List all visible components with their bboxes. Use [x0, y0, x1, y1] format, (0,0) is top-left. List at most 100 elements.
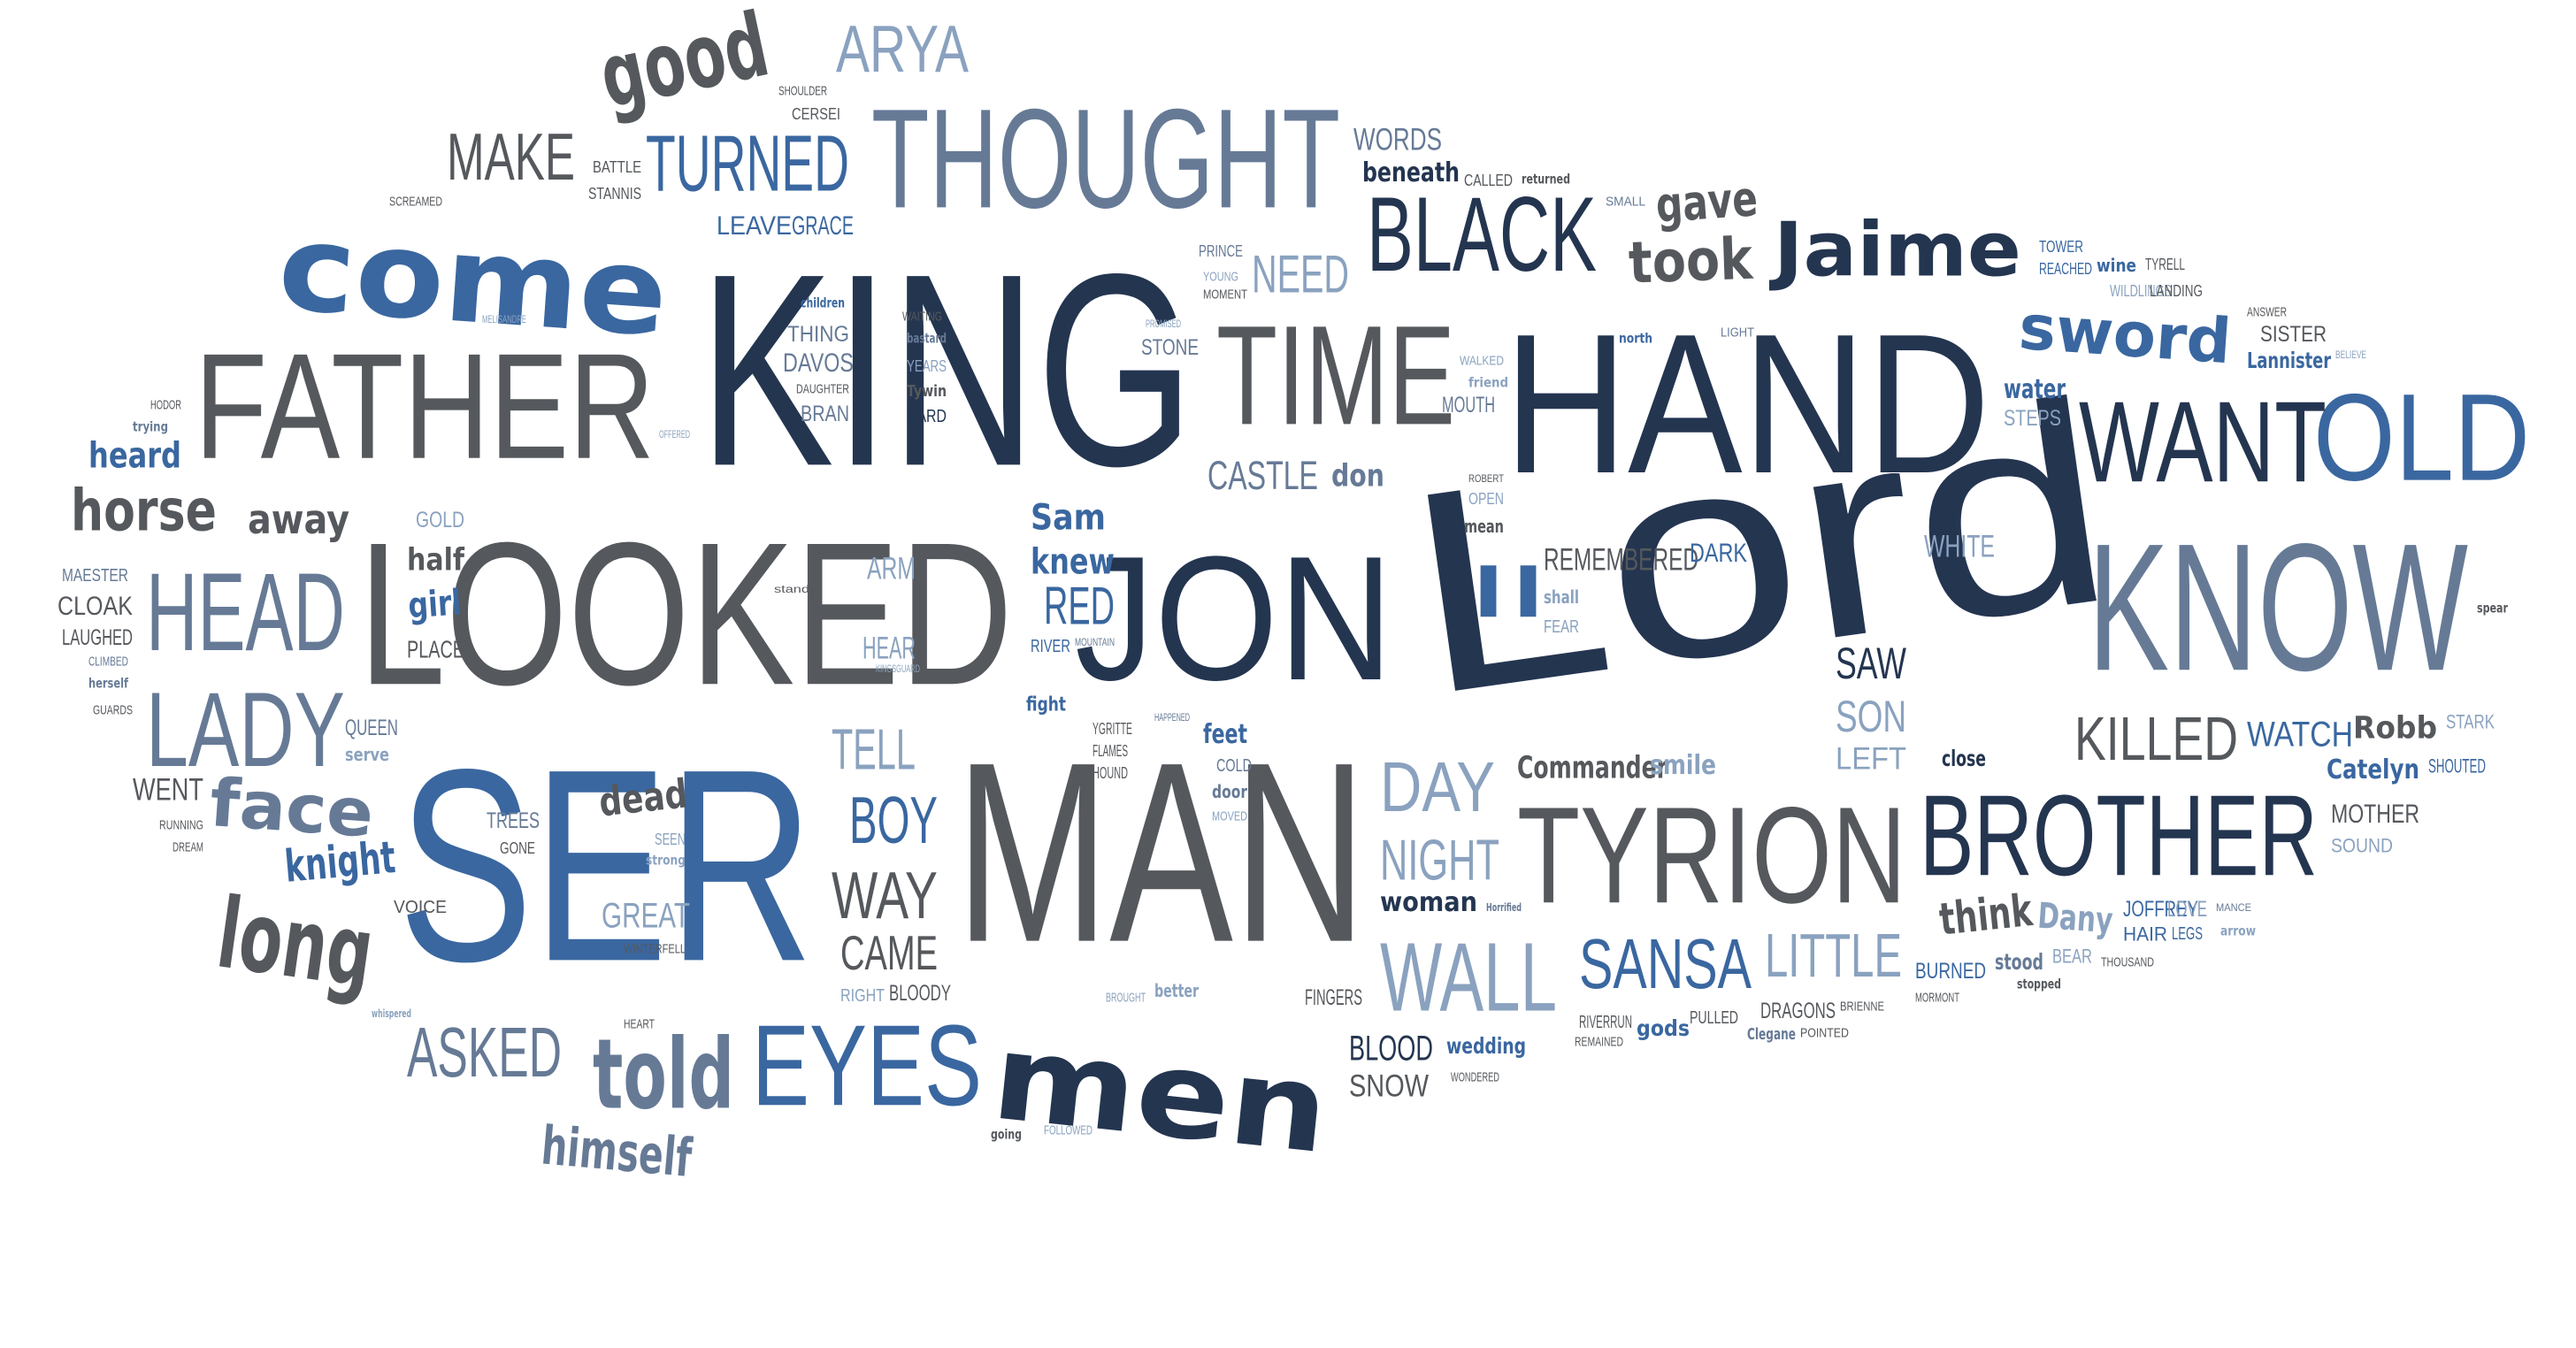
cloud-word-open-166: OPEN: [1468, 489, 1504, 509]
cloud-word-young-99: YOUNG: [1203, 269, 1239, 284]
cloud-word-catelyn-76: Catelyn: [2327, 754, 2419, 785]
cloud-word-maester-121: MAESTER: [62, 564, 128, 586]
cloud-word-white-164: WHITE: [1924, 528, 1995, 564]
cloud-word-need-42: NEED: [1252, 244, 1349, 304]
cloud-word-girl-119: girl: [406, 581, 463, 627]
cloud-word-knew-49: knew: [1031, 540, 1116, 583]
cloud-word-shoulder-192: SHOULDER: [778, 83, 828, 98]
cloud-word-landing-87: LANDING: [2150, 281, 2204, 301]
cloud-word-stannis-191: STANNIS: [588, 184, 642, 203]
cloud-word-woman-64: woman: [1380, 886, 1478, 918]
cloud-word-way-44: WAY: [832, 858, 939, 933]
cloud-word-sword-39: sword: [2016, 290, 2234, 379]
cloud-word-strong-135: strong: [646, 852, 686, 869]
cloud-word-night-38: NIGHT: [1380, 828, 1500, 892]
cloud-word-thought-9: THOUGHT: [871, 80, 1340, 239]
cloud-word-mountain-157: MOUNTAIN: [1075, 636, 1116, 648]
cloud-word-cersei-193: CERSEI: [792, 104, 840, 124]
cloud-word-voice-136: VOICE: [394, 896, 447, 917]
cloud-word-ll-168: ll: [1468, 553, 1548, 632]
cloud-word-feet-152: feet: [1203, 718, 1247, 750]
cloud-word-boy-43: BOY: [849, 783, 938, 858]
cloud-word-door-154: door: [1212, 781, 1248, 802]
cloud-word-queen-127: QUEEN: [345, 715, 398, 740]
cloud-word-wall-24: WALL: [1380, 923, 1558, 1032]
cloud-word-herself-125: herself: [88, 675, 129, 692]
cloud-word-guards-126: GUARDS: [93, 702, 134, 717]
cloud-word-hodor-114: HODOR: [150, 397, 181, 412]
cloud-word-robb-73: Robb: [2353, 708, 2438, 746]
cloud-word-asked-35: ASKED: [407, 1013, 562, 1092]
cloud-word-cold-153: COLD: [1216, 754, 1253, 776]
cloud-word-think-68: think: [1936, 884, 2036, 946]
cloud-word-place-120: PLACE: [407, 635, 464, 663]
cloud-word-tower-82: TOWER: [2039, 237, 2084, 257]
cloud-word-lannister-89: Lannister: [2247, 347, 2332, 373]
cloud-word-spear-199: spear: [2477, 600, 2509, 617]
cloud-word-time-12: TIME: [1216, 296, 1456, 456]
cloud-word-words-54: WORDS: [1353, 121, 1443, 157]
cloud-word-clegane-181: Clegane: [1747, 1024, 1797, 1044]
cloud-word-heard-112: heard: [88, 434, 181, 477]
cloud-word-know-8: KNOW: [2088, 506, 2468, 710]
cloud-word-daughter-103: DAUGHTER: [796, 381, 849, 396]
cloud-word-remained-186: REMAINED: [1575, 1034, 1624, 1049]
cloud-word-old-15: OLD: [2313, 368, 2531, 508]
cloud-word-happened-151: HAPPENED: [1154, 711, 1190, 724]
cloud-word-melisandre-111: MELISANDRE: [482, 313, 526, 326]
cloud-word-son-60: SON: [1836, 692, 1907, 741]
cloud-word-head-19: HEAD: [146, 550, 345, 675]
cloud-word-took-40: took: [1627, 225, 1754, 297]
cloud-word-believe-91: BELIEVE: [2335, 348, 2367, 361]
cloud-word-remembered-160: REMEMBERED: [1544, 541, 1699, 578]
cloud-word-dead-52: dead: [596, 770, 690, 826]
cloud-word-whispered-141: whispered: [372, 1007, 412, 1020]
cloud-word-moved-155: MOVED: [1212, 808, 1248, 823]
cloud-word-stand-159: stand: [774, 583, 809, 595]
cloud-word-bran-104: BRAN: [801, 401, 850, 426]
cloud-word-don-57: don: [1331, 456, 1384, 494]
cloud-word-gold-117: GOLD: [416, 507, 465, 532]
cloud-word-returned-197: returned: [1522, 171, 1571, 188]
cloud-word-shall-162: shall: [1544, 586, 1580, 608]
cloud-word-castle-56: CASTLE: [1208, 453, 1318, 498]
cloud-word-stood-171: stood: [1995, 948, 2044, 975]
cloud-word-snow-66: SNOW: [1349, 1068, 1429, 1104]
cloud-word-commander-62: Commander: [1517, 748, 1668, 785]
cloud-word-called-196: CALLED: [1464, 171, 1514, 190]
cloud-word-serve-128: serve: [345, 744, 390, 765]
cloud-word-mother-78: MOTHER: [2331, 799, 2420, 829]
cloud-word-father-10: FATHER: [195, 322, 656, 492]
cloud-word-king-1: KING: [699, 218, 1194, 525]
cloud-word-close-169: close: [1942, 745, 1986, 771]
cloud-word-fight-147: fight: [1026, 693, 1066, 716]
cloud-word-moment-100: MOMENT: [1203, 287, 1247, 302]
cloud-word-light-93: LIGHT: [1721, 325, 1754, 340]
cloud-word-sansa-23: SANSA: [1579, 924, 1752, 1004]
cloud-word-leave-194: LEAVE: [717, 211, 792, 241]
cloud-word-legs-72: LEGS: [2172, 923, 2204, 944]
cloud-word-hair-71: HAIR: [2123, 923, 2168, 946]
cloud-word-shouted-77: SHOUTED: [2428, 754, 2486, 777]
cloud-word-laughed-123: LAUGHED: [62, 624, 134, 650]
cloud-word-make-30: MAKE: [447, 119, 575, 195]
cloud-word-fingers-144: FINGERS: [1305, 984, 1362, 1010]
cloud-word-joffrey-70: JOFFREY: [2123, 896, 2199, 922]
cloud-word-half-118: half: [407, 540, 465, 578]
cloud-word-pointed-182: POINTED: [1800, 1025, 1849, 1040]
cloud-word-smile-63: smile: [1650, 749, 1716, 781]
cloud-word-tyrion-13: TYRION: [1517, 778, 1906, 933]
cloud-word-heart-140: HEART: [624, 1016, 655, 1031]
cloud-word-waiting-105: WAITING: [902, 309, 942, 324]
cloud-word-hear-51: HEAR: [862, 630, 916, 666]
cloud-word-wondered-187: WONDERED: [1451, 1069, 1499, 1084]
cloud-word-going-145: going: [991, 1126, 1023, 1143]
cloud-word-hand-2: HAND: [1504, 293, 1991, 517]
cloud-word-dream-131: DREAM: [172, 839, 203, 854]
cloud-word-trying-113: trying: [133, 418, 169, 435]
cloud-word-grace-195: GRACE: [792, 211, 854, 241]
cloud-word-stark-75: STARK: [2446, 710, 2495, 733]
cloud-word-dany-69: Dany: [2036, 894, 2115, 942]
cloud-word-climbed-124: CLIMBED: [88, 654, 128, 669]
cloud-word-wine-84: wine: [2097, 255, 2137, 276]
